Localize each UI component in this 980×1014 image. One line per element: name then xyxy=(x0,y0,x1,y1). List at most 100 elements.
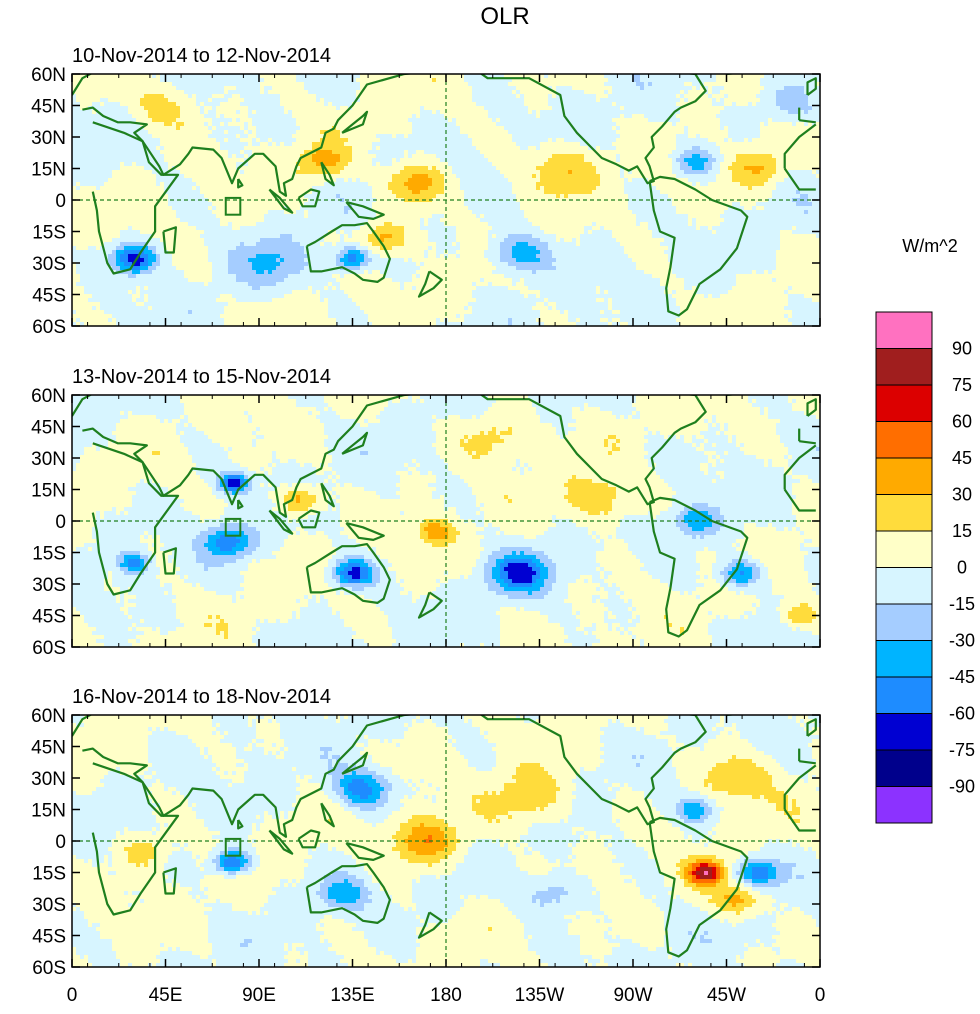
olr-cell xyxy=(188,170,193,175)
olr-cell xyxy=(152,126,157,131)
olr-cell xyxy=(692,94,697,99)
olr-cell xyxy=(704,118,709,123)
olr-cell xyxy=(344,158,349,163)
olr-cell xyxy=(220,162,225,167)
olr-cell xyxy=(340,98,345,103)
olr-cell xyxy=(584,166,589,171)
olr-cell xyxy=(712,90,717,95)
olr-cell xyxy=(340,142,345,147)
olr-cell xyxy=(764,154,769,159)
olr-cell xyxy=(244,106,249,111)
olr-cell xyxy=(452,74,457,79)
olr-cell xyxy=(116,106,121,111)
olr-cell xyxy=(464,86,469,91)
olr-cell xyxy=(336,134,341,139)
olr-cell xyxy=(468,162,473,167)
olr-cell xyxy=(784,138,789,143)
olr-cell xyxy=(280,166,285,171)
olr-cell xyxy=(712,94,717,99)
olr-cell xyxy=(372,90,377,95)
olr-cell xyxy=(704,166,709,171)
olr-cell xyxy=(340,174,345,179)
olr-cell xyxy=(448,78,453,83)
olr-cell xyxy=(356,78,361,83)
olr-cell xyxy=(244,170,249,175)
olr-cell xyxy=(384,150,389,155)
olr-cell xyxy=(128,122,133,127)
olr-cell xyxy=(776,166,781,171)
olr-cell xyxy=(780,134,785,139)
olr-cell xyxy=(688,114,693,119)
olr-cell xyxy=(776,118,781,123)
olr-cell xyxy=(268,170,273,175)
olr-cell xyxy=(240,82,245,87)
olr-cell xyxy=(696,126,701,131)
olr-cell xyxy=(284,146,289,151)
olr-cell xyxy=(688,74,693,79)
olr-cell xyxy=(132,82,137,87)
olr-cell xyxy=(124,82,129,87)
olr-cell xyxy=(808,154,813,159)
olr-cell xyxy=(620,86,625,91)
olr-cell xyxy=(752,130,757,135)
olr-cell xyxy=(128,158,133,163)
olr-cell xyxy=(664,130,669,135)
olr-cell xyxy=(364,170,369,175)
olr-cell xyxy=(576,166,581,171)
olr-cell xyxy=(484,110,489,115)
olr-cell xyxy=(392,110,397,115)
olr-cell xyxy=(156,122,161,127)
olr-cell xyxy=(256,146,261,151)
olr-cell xyxy=(528,162,533,167)
olr-cell xyxy=(772,118,777,123)
olr-cell xyxy=(392,158,397,163)
olr-cell xyxy=(364,142,369,147)
olr-cell xyxy=(324,146,329,151)
olr-cell xyxy=(796,102,801,107)
olr-cell xyxy=(528,170,533,175)
olr-cell xyxy=(552,106,557,111)
olr-cell xyxy=(492,174,497,179)
olr-cell xyxy=(600,130,605,135)
olr-cell xyxy=(384,170,389,175)
olr-cell xyxy=(232,166,237,171)
olr-cell xyxy=(508,142,513,147)
olr-cell xyxy=(172,134,177,139)
olr-cell xyxy=(244,130,249,135)
olr-cell xyxy=(280,170,285,175)
olr-cell xyxy=(344,142,349,147)
olr-cell xyxy=(736,158,741,163)
olr-cell xyxy=(448,174,453,179)
olr-cell xyxy=(488,166,493,171)
olr-cell xyxy=(372,86,377,91)
olr-cell xyxy=(484,138,489,143)
olr-cell xyxy=(600,90,605,95)
olr-cell xyxy=(320,86,325,91)
olr-cell xyxy=(436,86,441,91)
olr-cell xyxy=(108,118,113,123)
olr-cell xyxy=(784,86,789,91)
olr-cell xyxy=(672,154,677,159)
olr-cell xyxy=(304,74,309,79)
olr-cell xyxy=(496,110,501,115)
olr-cell xyxy=(408,110,413,115)
olr-cell xyxy=(612,138,617,143)
olr-cell xyxy=(328,118,333,123)
olr-cell xyxy=(640,138,645,143)
olr-cell xyxy=(620,122,625,127)
olr-cell xyxy=(484,106,489,111)
olr-cell xyxy=(356,154,361,159)
olr-cell xyxy=(520,134,525,139)
olr-cell xyxy=(816,114,820,119)
olr-cell xyxy=(208,82,213,87)
olr-cell xyxy=(688,86,693,91)
olr-cell xyxy=(164,86,169,91)
olr-cell xyxy=(776,106,781,111)
olr-cell xyxy=(688,122,693,127)
olr-cell xyxy=(572,170,577,175)
olr-cell xyxy=(752,150,757,155)
olr-cell xyxy=(352,142,357,147)
olr-cell xyxy=(420,134,425,139)
olr-cell xyxy=(660,102,665,107)
olr-cell xyxy=(712,138,717,143)
